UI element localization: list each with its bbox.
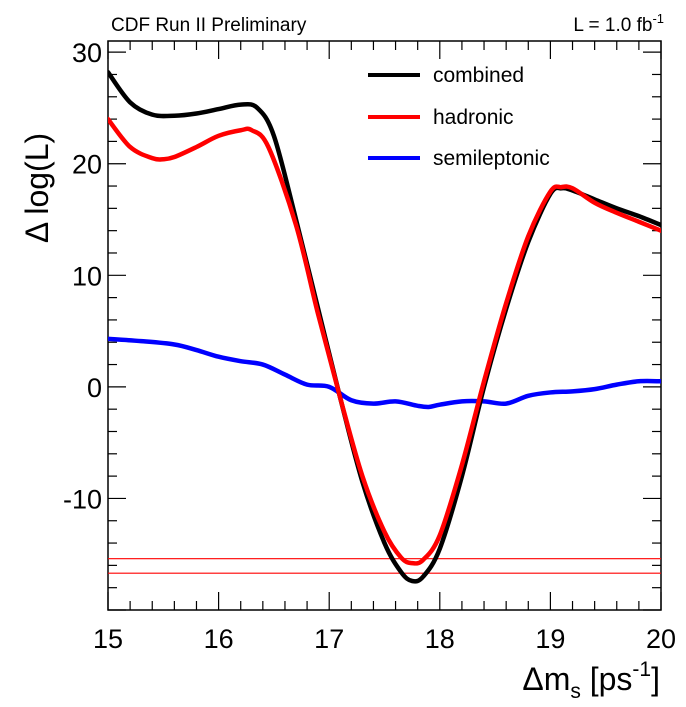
x-tick-label: 20 bbox=[646, 624, 676, 654]
series-line-hadronic bbox=[108, 116, 661, 566]
legend-label-semileptonic: semileptonic bbox=[433, 147, 550, 170]
x-tick-label: 17 bbox=[314, 624, 344, 654]
x-tick-label: 19 bbox=[535, 624, 565, 654]
y-tick-label: -10 bbox=[63, 484, 102, 514]
axis-ticks bbox=[107, 41, 662, 611]
x-title-end: ] bbox=[651, 661, 660, 697]
y-tick-label: 0 bbox=[87, 373, 102, 403]
y-tick-label: 30 bbox=[72, 38, 102, 68]
header-left-label: CDF Run II Preliminary bbox=[111, 15, 307, 36]
x-tick-label: 18 bbox=[425, 624, 455, 654]
legend: combined hadronic semileptonic bbox=[368, 64, 550, 170]
x-tick-label: 16 bbox=[204, 624, 234, 654]
y-tick-label: 10 bbox=[72, 261, 102, 291]
luminosity-sup: -1 bbox=[652, 11, 664, 26]
legend-label-combined: combined bbox=[433, 64, 524, 87]
x-title-sub: s bbox=[570, 680, 581, 703]
x-title-base: Δm bbox=[522, 661, 570, 697]
legend-label-hadronic: hadronic bbox=[433, 106, 514, 129]
series-line-semileptonic bbox=[108, 336, 661, 410]
x-tick-label: 15 bbox=[93, 624, 123, 654]
y-axis-title: Δ log(L) bbox=[19, 133, 55, 243]
y-tick-label: 20 bbox=[72, 150, 102, 180]
header-luminosity-label: L = 1.0 fb-1 bbox=[573, 11, 664, 36]
x-axis-title: Δms [ps-1] bbox=[522, 658, 660, 703]
x-title-sup: -1 bbox=[632, 658, 651, 681]
plot-frame bbox=[107, 40, 662, 611]
x-title-mid: [ps bbox=[581, 661, 633, 697]
luminosity-base: L = 1.0 fb bbox=[573, 15, 652, 36]
